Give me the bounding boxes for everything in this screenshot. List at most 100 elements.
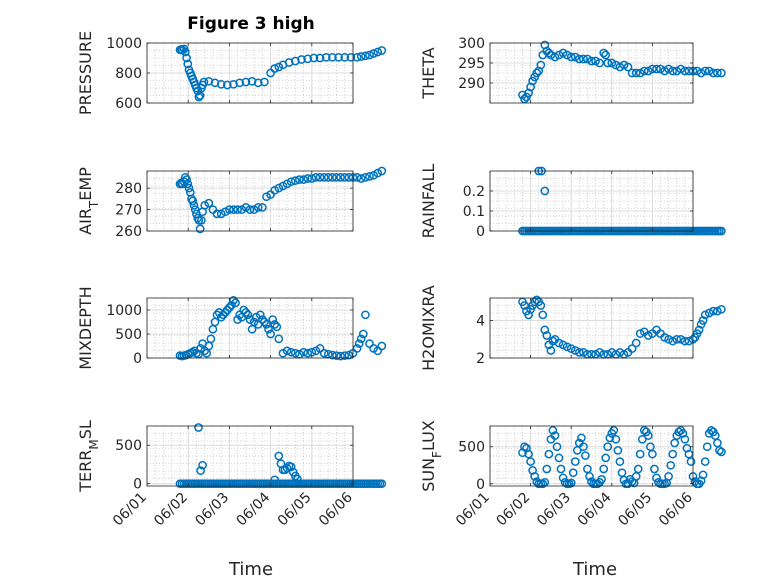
data-point bbox=[303, 348, 313, 358]
data-point bbox=[336, 351, 345, 361]
data-point bbox=[274, 183, 284, 193]
panel-theta: 290 295 300 THETA bbox=[419, 36, 726, 104]
y-axis-label: MIXDEPTH bbox=[76, 286, 95, 369]
y-tick-label: 270 bbox=[115, 203, 142, 219]
data-point bbox=[241, 308, 251, 317]
panel-pressure: 600 800 1000 PRESSURE bbox=[76, 31, 387, 115]
y-tick-label: 500 bbox=[115, 438, 142, 454]
data-point bbox=[344, 173, 354, 182]
data-point bbox=[717, 447, 726, 457]
data-point bbox=[556, 464, 566, 474]
data-point bbox=[297, 55, 306, 64]
data-point bbox=[225, 303, 234, 312]
data-point bbox=[648, 449, 657, 459]
data-point bbox=[328, 350, 337, 360]
data-point bbox=[309, 53, 319, 63]
panels: 600 800 1000 PRESSURE 290 295 300 THETA 260 270 28… bbox=[76, 31, 726, 529]
data-point bbox=[603, 58, 613, 68]
data-point bbox=[212, 209, 222, 219]
data-point bbox=[199, 77, 209, 87]
data-point bbox=[609, 426, 619, 435]
data-point bbox=[698, 470, 708, 480]
data-point bbox=[206, 334, 216, 344]
data-point bbox=[293, 474, 302, 484]
data-point bbox=[212, 310, 222, 320]
data-point bbox=[615, 62, 625, 72]
data-point bbox=[352, 52, 362, 62]
data-point bbox=[222, 80, 232, 90]
data-point bbox=[299, 347, 308, 357]
data-point bbox=[704, 66, 714, 76]
x-axis-label-left: Time bbox=[228, 559, 273, 580]
data-point bbox=[542, 331, 552, 340]
data-point bbox=[365, 172, 374, 181]
data-point bbox=[597, 474, 606, 484]
panel-air-temp: 260 270 280 AIRTEMP bbox=[76, 166, 387, 240]
data-point bbox=[188, 196, 198, 206]
data-point bbox=[356, 174, 366, 183]
data-point bbox=[268, 315, 278, 324]
data-point bbox=[303, 54, 313, 64]
figure-title: Figure 3 high bbox=[187, 14, 315, 34]
data-point bbox=[260, 317, 269, 327]
data-point bbox=[307, 174, 317, 183]
data-point bbox=[631, 338, 641, 348]
data-point bbox=[194, 215, 204, 225]
data-point bbox=[715, 446, 724, 455]
data-point bbox=[574, 348, 584, 357]
data-point bbox=[196, 466, 205, 475]
data-point bbox=[680, 336, 690, 346]
data-point bbox=[601, 453, 611, 463]
data-point bbox=[264, 324, 273, 334]
data-point bbox=[552, 442, 562, 452]
data-point bbox=[233, 205, 242, 214]
data-point bbox=[554, 453, 564, 463]
y-tick-label: 290 bbox=[458, 76, 485, 92]
data-point bbox=[637, 434, 647, 444]
y-tick-label: 0 bbox=[476, 224, 485, 240]
data-point bbox=[262, 320, 271, 329]
data-point bbox=[182, 53, 191, 63]
data-point bbox=[664, 472, 673, 481]
data-point bbox=[358, 329, 368, 339]
data-point bbox=[566, 344, 576, 353]
data-point bbox=[530, 472, 540, 481]
data-point bbox=[222, 305, 232, 315]
data-point bbox=[340, 52, 350, 62]
data-point bbox=[585, 472, 594, 481]
data-point bbox=[599, 464, 609, 474]
data-point bbox=[607, 58, 617, 68]
data-point bbox=[635, 329, 645, 338]
data-point bbox=[216, 79, 226, 89]
tick-marks bbox=[489, 426, 694, 486]
data-point bbox=[664, 64, 673, 74]
data-point bbox=[272, 322, 282, 332]
data-point bbox=[315, 173, 325, 182]
tick-marks bbox=[146, 42, 354, 104]
data-point bbox=[295, 175, 304, 184]
data-point bbox=[544, 48, 554, 58]
data-point bbox=[643, 431, 653, 440]
data-point bbox=[587, 56, 596, 66]
x-tick-label: 06/04 bbox=[575, 489, 615, 529]
data-point bbox=[315, 53, 325, 63]
data-point bbox=[648, 64, 657, 74]
data-point bbox=[577, 433, 586, 443]
data-point bbox=[566, 478, 576, 488]
data-point bbox=[544, 449, 554, 459]
y-axis-label: SUNFLUX bbox=[419, 420, 444, 492]
data-point bbox=[554, 50, 564, 60]
data-point bbox=[328, 173, 337, 182]
data-point bbox=[184, 183, 194, 193]
data-point bbox=[352, 344, 362, 353]
data-point bbox=[204, 198, 214, 208]
data-point bbox=[233, 315, 242, 324]
data-point bbox=[694, 325, 704, 335]
data-point bbox=[290, 348, 300, 358]
data-point bbox=[229, 296, 238, 305]
data-point bbox=[633, 464, 643, 474]
data-point bbox=[532, 295, 542, 305]
data-point bbox=[717, 226, 726, 236]
data-point bbox=[526, 457, 535, 466]
y-axis-label: PRESSURE bbox=[76, 31, 95, 115]
